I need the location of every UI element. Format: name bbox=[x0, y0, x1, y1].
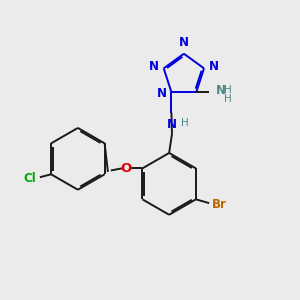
Text: N: N bbox=[167, 118, 176, 131]
Text: H: H bbox=[181, 118, 189, 128]
Text: N: N bbox=[156, 87, 167, 100]
Text: N: N bbox=[215, 84, 226, 98]
Text: H: H bbox=[224, 94, 232, 103]
Text: N: N bbox=[179, 36, 189, 49]
Text: O: O bbox=[121, 162, 132, 175]
Text: Br: Br bbox=[212, 198, 227, 211]
Text: H: H bbox=[224, 85, 232, 95]
Text: N: N bbox=[209, 60, 219, 74]
Text: N: N bbox=[149, 60, 159, 74]
Text: Cl: Cl bbox=[24, 172, 36, 185]
